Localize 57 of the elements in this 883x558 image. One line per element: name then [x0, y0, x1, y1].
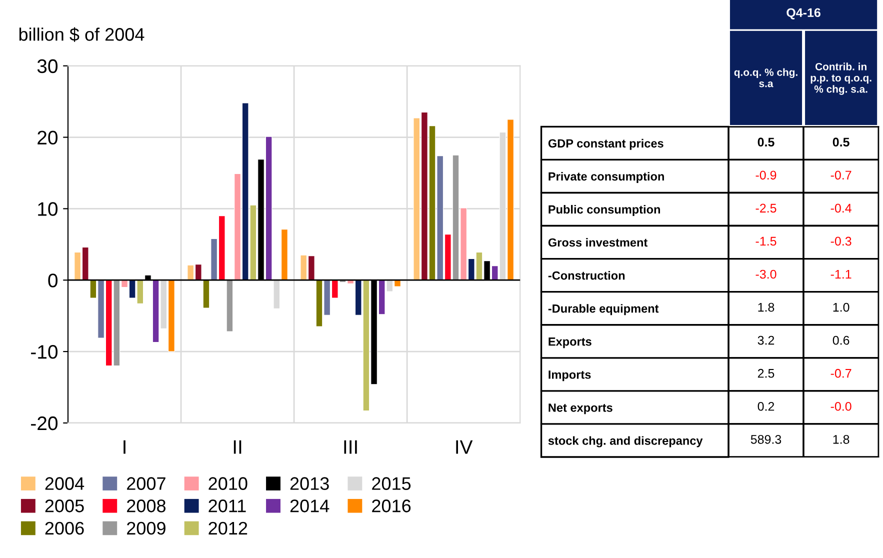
x-tick-label: II [234, 440, 242, 454]
x-tick-label: Contrib. in p.p. to q.o.q. % chg. s.a. [810, 62, 872, 95]
legend-label: 2010 [208, 477, 248, 490]
data-label: 0.2 [758, 402, 774, 411]
data-label: 1.0 [833, 302, 850, 312]
data-label: -0.0 [830, 402, 852, 411]
x-tick-label: I [124, 440, 126, 454]
y-tick-label: Exports [548, 338, 592, 348]
y-tick-label: Public consumption [548, 204, 660, 216]
data-label: -0.3 [830, 236, 852, 246]
y-tick-label: 20 [38, 130, 58, 145]
data-label: 0.6 [832, 336, 850, 345]
y-axis-title: billion $ of 2004 [19, 27, 144, 42]
data-label: 2.5 [758, 368, 774, 378]
legend-label: 2008 [127, 500, 166, 512]
data-label: -3.0 [756, 270, 776, 279]
legend-label: 2012 [208, 522, 248, 535]
data-label: 1.8 [758, 302, 774, 312]
legend-label: 2009 [127, 522, 166, 535]
y-tick-label: 30 [37, 59, 58, 74]
y-tick-label: -Durable equipment [548, 304, 659, 316]
data-label: -0.7 [830, 368, 852, 378]
legend-label: 2013 [290, 477, 329, 490]
y-tick-label: GDP constant prices [548, 138, 664, 150]
data-label: 0.5 [758, 138, 774, 147]
legend-label: 2014 [290, 500, 330, 512]
y-tick-label: Net exports [548, 404, 612, 414]
legend-label: 2015 [372, 477, 411, 490]
data-label: -2.5 [756, 204, 776, 213]
legend-label: 2016 [372, 500, 411, 512]
x-tick-label: III [344, 440, 357, 454]
data-label: -0.4 [830, 204, 852, 213]
y-tick-label: -Construction [548, 271, 625, 280]
y-tick-label: 10 [38, 202, 58, 216]
data-label: 3.2 [758, 336, 774, 345]
y-tick-label: -20 [31, 416, 58, 430]
y-tick-label: Private consumption [548, 172, 664, 183]
legend-label: 2005 [45, 500, 84, 512]
y-tick-label: stock chg. and discrepancy [548, 436, 703, 448]
legend-label: 2004 [45, 477, 84, 490]
data-label: 0.5 [832, 138, 850, 147]
data-label: -1.5 [756, 236, 776, 246]
x-tick-label: IV [456, 440, 473, 454]
y-tick-label: Imports [548, 370, 591, 382]
data-label: -0.7 [830, 170, 852, 180]
legend-label: 2006 [45, 522, 84, 535]
y-tick-label: Gross investment [548, 238, 648, 247]
y-tick-label: 0 [48, 274, 58, 288]
data-label: 1.8 [833, 434, 850, 444]
data-label: -1.1 [830, 270, 852, 279]
data-label: 589.3 [750, 434, 782, 444]
data-label: -0.9 [756, 170, 776, 180]
y-tick-label: -10 [31, 345, 58, 359]
legend-label: 2007 [127, 477, 166, 490]
x-tick-label: q.o.q. % chg. s.a [734, 68, 798, 88]
chart-title: Q4-16 [786, 8, 820, 20]
legend-label: 2011 [208, 500, 246, 512]
